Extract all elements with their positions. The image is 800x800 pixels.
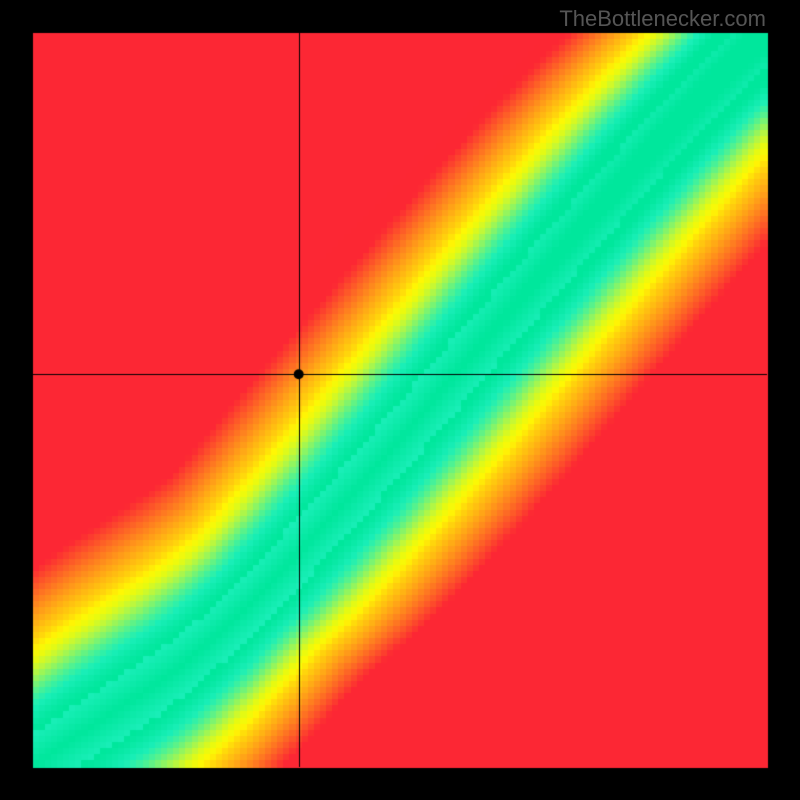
chart-container: TheBottlenecker.com xyxy=(0,0,800,800)
bottleneck-heatmap xyxy=(0,0,800,800)
watermark-text: TheBottlenecker.com xyxy=(559,6,766,32)
